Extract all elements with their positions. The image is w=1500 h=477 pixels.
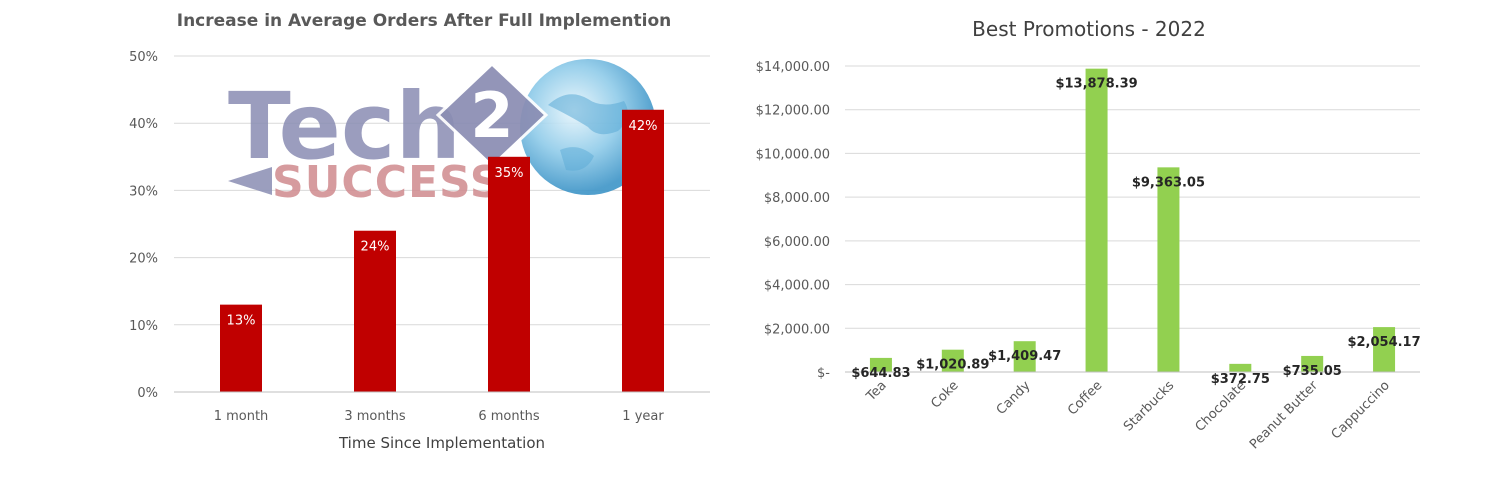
chart1-data-label: 35% (495, 166, 524, 181)
chart1-x-tick-label: 6 months (478, 409, 540, 424)
chart2-x-tick-label: Tea (863, 378, 890, 405)
chart2-y-tick-label: $4,000.00 (764, 279, 830, 294)
chart1-title: Increase in Average Orders After Full Im… (177, 11, 672, 31)
chart2-data-label: $1,409.47 (988, 349, 1061, 364)
chart2-data-label: $13,878.39 (1055, 77, 1137, 92)
chart2-bar (1373, 327, 1396, 372)
chart2-y-tick-label: $8,000.00 (764, 191, 830, 206)
chart2-data-label: $1,020.89 (916, 358, 989, 373)
chart1-x-tick-label: 1 month (214, 409, 269, 424)
chart2-data-label: $372.75 (1211, 372, 1270, 387)
chart1-data-label: 13% (227, 314, 256, 329)
chart2-x-tick-label: Cappuccino (1329, 378, 1393, 442)
chart1-y-tick-label: 50% (129, 50, 158, 65)
chart2-bar (1229, 363, 1252, 372)
logo-success-text: SUCCESS (272, 157, 502, 208)
chart2-title: Best Promotions - 2022 (972, 17, 1206, 41)
chart1-y-tick-label: 20% (129, 252, 158, 267)
chart1-y-tick-label: 0% (137, 386, 158, 401)
chart1-y-tick-label: 10% (129, 319, 158, 334)
chart2-data-label: $9,363.05 (1132, 175, 1205, 190)
tech2success-logo: Tech 2 SUCCESS (228, 59, 656, 208)
chart2-y-tick-label: $14,000.00 (756, 60, 830, 75)
chart2-bar (1085, 68, 1108, 372)
chart2-x-tick-label: Candy (994, 378, 1034, 418)
chart2-x-tick-label: Peanut Butter (1247, 378, 1322, 453)
logo-tech-text: Tech (228, 73, 461, 180)
chart1-data-label: 42% (629, 119, 658, 134)
chart1-bar (488, 156, 530, 392)
logo-arrow-icon (228, 167, 272, 195)
chart1-data-label: 24% (361, 240, 390, 255)
chart1-y-tick-label: 30% (129, 184, 158, 199)
chart2-bar (941, 349, 964, 372)
chart2-y-tick-label: $2,000.00 (764, 322, 830, 337)
chart2-y-tick-label: $12,000.00 (756, 104, 830, 119)
chart2-y-tick-label: $- (817, 366, 830, 381)
chart1-x-tick-label: 1 year (622, 409, 664, 424)
chart1-bar (354, 230, 396, 392)
chart1-bar (220, 304, 262, 392)
chart2-bar (1301, 355, 1324, 372)
chart2-bar (869, 357, 892, 372)
chart1-x-tick-label: 3 months (344, 409, 406, 424)
best-promotions-chart: Best Promotions - 2022 $644.83$1,020.89$… (756, 17, 1421, 452)
chart2-y-tick-label: $6,000.00 (764, 235, 830, 250)
chart2-bar (1013, 341, 1036, 372)
chart2-data-label: $735.05 (1283, 364, 1342, 379)
chart2-data-label: $644.83 (851, 366, 910, 381)
logo-two-text: 2 (470, 79, 513, 152)
chart2-bar (1157, 167, 1180, 372)
chart1-bar (622, 109, 664, 392)
chart2-data-label: $2,054.17 (1347, 335, 1420, 350)
chart1-x-axis-label: Time Since Implementation (338, 434, 545, 452)
chart2-y-tick-label: $10,000.00 (756, 147, 830, 162)
chart2-x-tick-label: Coke (928, 378, 961, 411)
chart1-y-tick-label: 40% (129, 117, 158, 132)
orders-increase-chart: Increase in Average Orders After Full Im… (129, 11, 710, 452)
chart2-x-tick-label: Coffee (1065, 378, 1105, 418)
chart2-x-tick-label: Starbucks (1121, 378, 1177, 434)
